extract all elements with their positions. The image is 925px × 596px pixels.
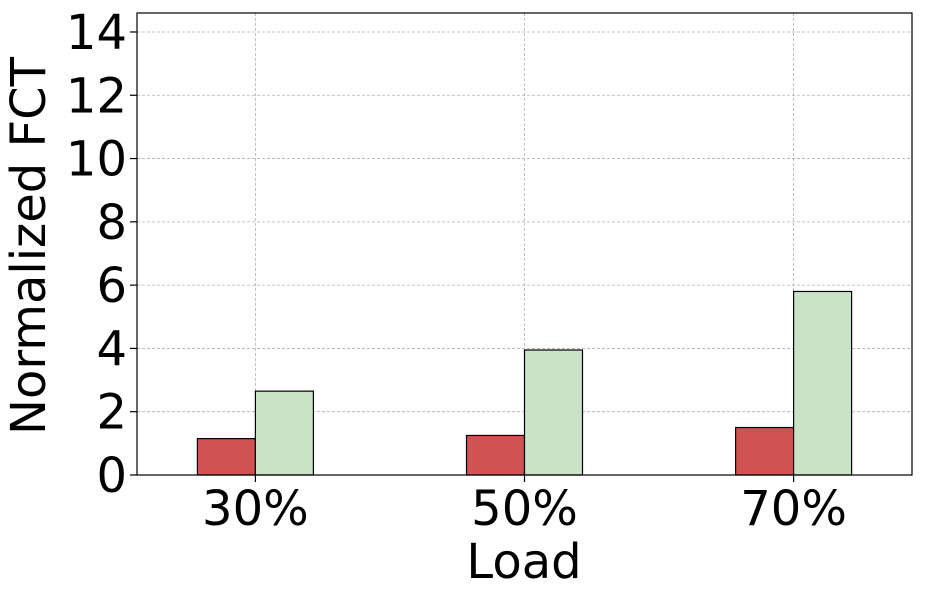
y-tick-label: 4 xyxy=(96,321,127,377)
bars xyxy=(196,290,853,476)
bar-series-1-50pct xyxy=(465,434,526,476)
y-tick-label: 10 xyxy=(66,132,127,188)
x-tick-label: 70% xyxy=(740,481,847,537)
bar-series-2-50pct xyxy=(523,349,584,476)
x-axis-label: Load xyxy=(466,534,581,590)
y-tick-label: 14 xyxy=(66,5,127,61)
y-axis-ticks: 0 2 4 6 8 10 12 14 xyxy=(66,5,137,504)
y-axis-label: Normalized FCT xyxy=(1,56,57,435)
y-tick-label: 0 xyxy=(96,448,127,504)
bar-series-1-30pct xyxy=(196,438,257,476)
bar-series-1-70pct xyxy=(734,426,795,476)
y-tick-label: 2 xyxy=(96,385,127,441)
x-tick-label: 30% xyxy=(202,481,309,537)
y-tick-label: 8 xyxy=(96,195,127,251)
y-tick-label: 6 xyxy=(96,258,127,314)
x-tick-label: 50% xyxy=(471,481,578,537)
bar-series-2-70pct xyxy=(792,290,853,476)
x-axis-ticks: 30% 50% 70% xyxy=(202,475,847,537)
bar-series-2-30pct xyxy=(254,390,315,476)
y-tick-label: 12 xyxy=(66,68,127,124)
